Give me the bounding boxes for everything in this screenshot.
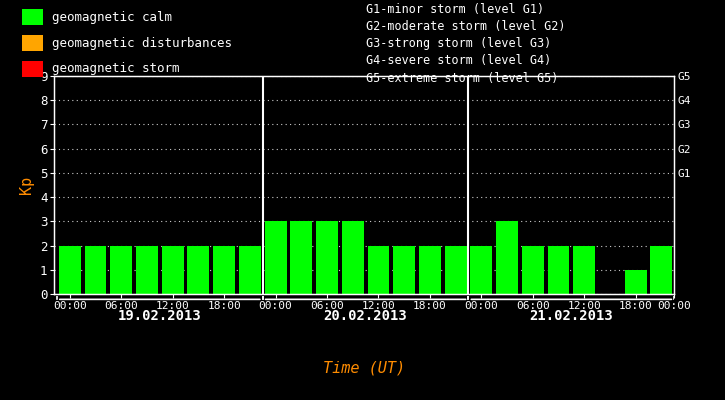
Text: geomagnetic disturbances: geomagnetic disturbances — [51, 36, 232, 50]
Y-axis label: Kp: Kp — [20, 176, 34, 194]
Bar — [650, 246, 672, 294]
Text: G3-strong storm (level G3): G3-strong storm (level G3) — [366, 37, 552, 50]
Bar — [265, 221, 286, 294]
Bar — [419, 246, 441, 294]
Bar — [393, 246, 415, 294]
Bar — [368, 246, 389, 294]
Bar — [547, 246, 569, 294]
Text: G1-minor storm (level G1): G1-minor storm (level G1) — [366, 3, 544, 16]
Bar — [471, 246, 492, 294]
Bar — [496, 221, 518, 294]
Text: G2-moderate storm (level G2): G2-moderate storm (level G2) — [366, 20, 566, 33]
Bar — [239, 246, 261, 294]
Bar — [341, 221, 364, 294]
Bar — [188, 246, 210, 294]
FancyBboxPatch shape — [22, 35, 44, 51]
Bar — [59, 246, 80, 294]
Bar — [316, 221, 338, 294]
Text: 20.02.2013: 20.02.2013 — [324, 309, 407, 323]
Bar — [110, 246, 132, 294]
FancyBboxPatch shape — [22, 10, 44, 25]
Text: G5-extreme storm (level G5): G5-extreme storm (level G5) — [366, 72, 558, 85]
Text: Time (UT): Time (UT) — [323, 360, 405, 376]
Text: 21.02.2013: 21.02.2013 — [529, 309, 613, 323]
Bar — [85, 246, 107, 294]
Bar — [291, 221, 312, 294]
FancyBboxPatch shape — [22, 61, 44, 76]
Bar — [444, 246, 467, 294]
Bar — [625, 270, 647, 294]
Text: 19.02.2013: 19.02.2013 — [118, 309, 202, 323]
Bar — [136, 246, 158, 294]
Text: geomagnetic calm: geomagnetic calm — [51, 11, 172, 24]
Bar — [162, 246, 183, 294]
Bar — [213, 246, 235, 294]
Text: geomagnetic storm: geomagnetic storm — [51, 62, 179, 75]
Bar — [522, 246, 544, 294]
Text: G4-severe storm (level G4): G4-severe storm (level G4) — [366, 54, 552, 68]
Bar — [573, 246, 595, 294]
